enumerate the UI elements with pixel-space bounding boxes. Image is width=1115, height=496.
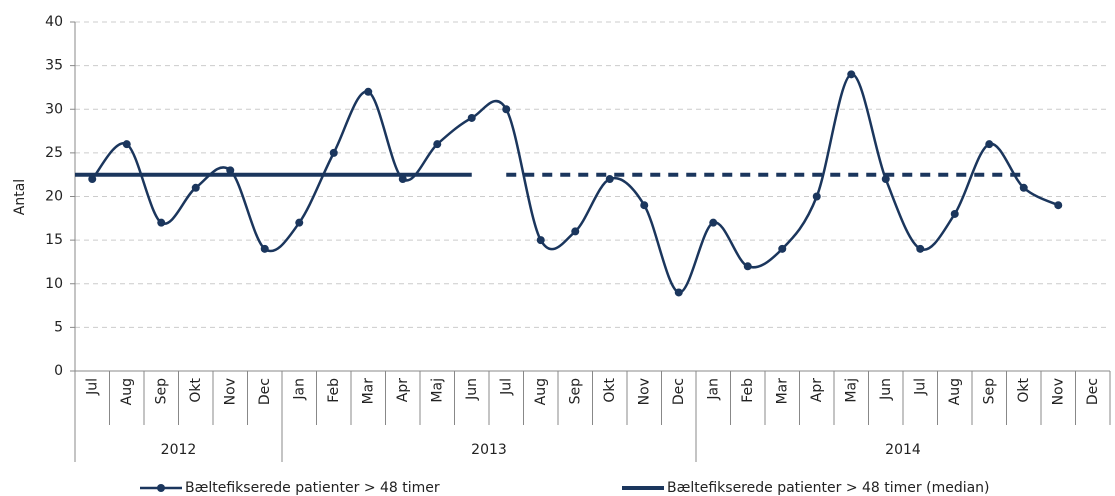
data-point	[502, 105, 511, 114]
data-point	[1019, 183, 1028, 192]
x-tick-label: Jul	[498, 378, 514, 396]
data-point	[226, 166, 235, 175]
y-tick-label: 0	[54, 363, 63, 379]
x-tick-label: Sep	[567, 378, 583, 405]
x-tick-label: Maj	[429, 378, 445, 403]
x-tick-label: Nov	[1050, 378, 1066, 405]
group-label: 2012	[161, 442, 197, 458]
y-tick-label: 30	[45, 101, 63, 117]
x-tick-label: Jun	[464, 378, 480, 401]
x-tick-label: Jun	[878, 378, 894, 401]
data-point	[536, 236, 545, 245]
data-point	[605, 175, 614, 184]
data-point	[950, 209, 959, 218]
x-tick-label: Okt	[188, 377, 204, 402]
x-tick-label: Maj	[843, 378, 859, 403]
x-tick-label: Aug	[533, 378, 549, 405]
x-tick-label: Feb	[740, 378, 756, 403]
data-point	[191, 183, 200, 192]
x-tick-label: Mar	[774, 378, 790, 405]
data-point	[295, 218, 304, 227]
group-label: 2013	[471, 442, 507, 458]
x-tick-label: Mar	[360, 378, 376, 405]
x-tick-label: Apr	[809, 378, 825, 402]
y-tick-label: 5	[54, 319, 63, 335]
x-tick-label: Aug	[119, 378, 135, 405]
legend-marker	[157, 484, 165, 492]
data-point	[364, 87, 373, 96]
x-tick-label: Jan	[291, 378, 307, 401]
x-tick-label: Sep	[981, 378, 997, 405]
x-tick-label: Jan	[705, 378, 721, 401]
data-point	[467, 113, 476, 122]
y-tick-label: 15	[45, 232, 63, 248]
x-tick-label: Apr	[395, 378, 411, 402]
y-tick-label: 10	[45, 276, 63, 292]
data-point	[1054, 201, 1063, 210]
data-point	[916, 244, 925, 253]
x-tick-label: Okt	[1016, 377, 1032, 402]
group-label: 2014	[885, 442, 921, 458]
x-tick-label: Jul	[912, 378, 928, 396]
data-point	[709, 218, 718, 227]
legend-label: Bæltefikserede patienter > 48 timer (med…	[667, 480, 990, 496]
x-tick-label: Dec	[671, 378, 687, 405]
x-tick-label: Aug	[947, 378, 963, 405]
y-tick-label: 20	[45, 189, 63, 205]
data-point	[778, 244, 787, 253]
x-tick-label: Nov	[636, 378, 652, 405]
y-tick-label: 40	[45, 14, 63, 30]
data-point	[88, 175, 97, 184]
data-point	[260, 244, 269, 253]
data-point	[329, 148, 338, 157]
data-point	[398, 175, 407, 184]
data-point	[157, 218, 166, 227]
y-tick-label: 35	[45, 58, 63, 74]
data-point	[674, 288, 683, 297]
x-tick-label: Okt	[602, 377, 618, 402]
x-tick-label: Sep	[153, 378, 169, 405]
x-tick-label: Dec	[257, 378, 273, 405]
data-point	[881, 175, 890, 184]
data-point	[571, 227, 580, 236]
x-tick-label: Dec	[1085, 378, 1101, 405]
legend-label: Bæltefikserede patienter > 48 timer	[185, 480, 440, 496]
x-tick-label: Feb	[326, 378, 342, 403]
x-tick-label: Nov	[222, 378, 238, 405]
data-point	[122, 140, 131, 149]
y-tick-label: 25	[45, 145, 63, 161]
data-point	[640, 201, 649, 210]
y-axis-label: Antal	[12, 179, 28, 215]
data-point	[847, 70, 856, 79]
data-point	[985, 140, 994, 149]
data-point	[433, 140, 442, 149]
data-point	[743, 262, 752, 271]
data-point	[812, 192, 821, 201]
data-line	[91, 73, 1059, 294]
x-tick-label: Jul	[84, 378, 100, 396]
